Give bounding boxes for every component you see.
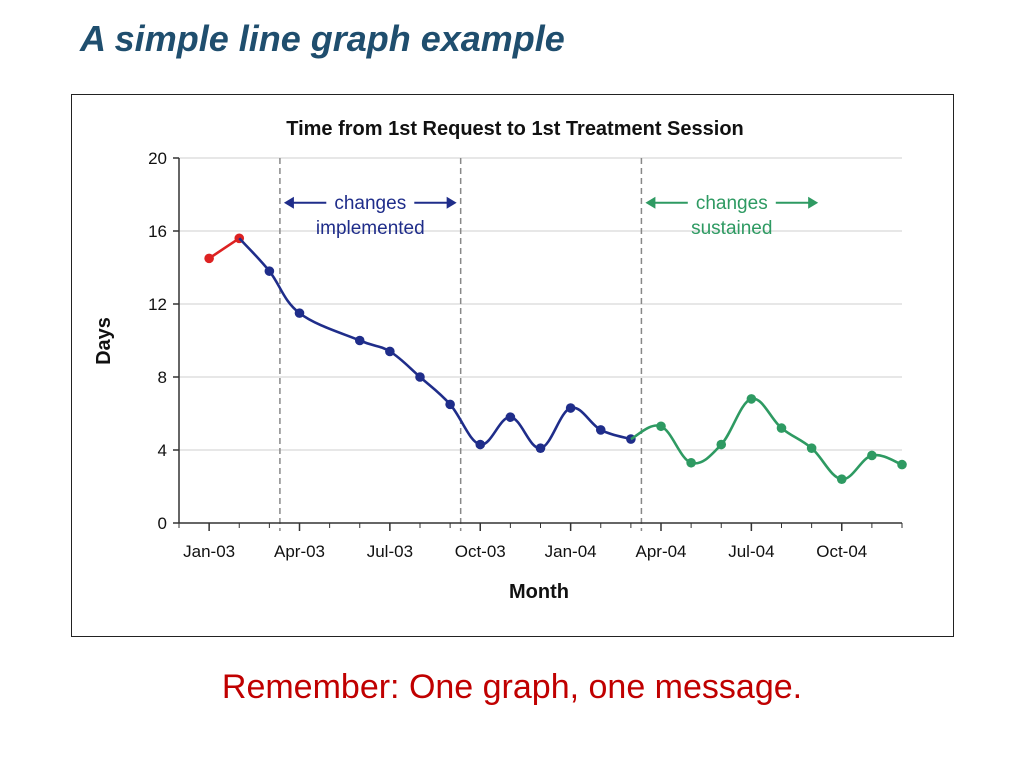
data-point-sustained	[746, 394, 757, 404]
x-tick-label: Jan-03	[183, 542, 235, 561]
data-point-sustained	[716, 439, 727, 450]
x-tick-label: Jan-04	[545, 542, 597, 561]
data-point-implemented	[535, 443, 546, 453]
x-tick-label: Oct-03	[455, 542, 506, 561]
series-layer	[204, 233, 907, 485]
chart-title: Time from 1st Request to 1st Treatment S…	[286, 118, 744, 140]
data-point-implemented	[415, 372, 425, 382]
y-tick-label: 0	[158, 514, 167, 533]
y-tick-label: 4	[158, 441, 167, 460]
data-point-sustained	[867, 450, 877, 461]
data-point-implemented	[294, 308, 305, 318]
y-tick-label: 20	[148, 149, 167, 168]
data-point-sustained	[686, 457, 696, 468]
y-tick-label: 16	[148, 222, 167, 241]
annotation-line-1: changes	[334, 193, 406, 214]
arrowhead-right-icon	[808, 196, 819, 209]
data-point-implemented	[565, 403, 576, 413]
slide-title: A simple line graph example	[80, 18, 565, 59]
series-line-implemented	[238, 237, 632, 450]
data-point-sustained	[806, 443, 817, 453]
annotation-line-2: implemented	[316, 218, 425, 239]
footer-message: Remember: One graph, one message.	[221, 668, 803, 706]
y-tick-label: 8	[158, 368, 167, 387]
annotation-line-2: sustained	[691, 218, 772, 239]
series-line-sustained	[630, 397, 903, 481]
data-point-implemented	[475, 439, 486, 450]
annotation-implemented: changes implemented	[283, 193, 457, 239]
x-tick-label: Apr-04	[635, 542, 686, 561]
grid-layer	[179, 157, 902, 451]
data-point-implemented	[385, 346, 395, 357]
data-point-implemented	[445, 399, 455, 410]
arrowhead-right-icon	[446, 196, 457, 209]
y-tick-label: 12	[148, 295, 167, 314]
data-point-sustained	[776, 423, 787, 433]
x-tick-label: Apr-03	[274, 542, 325, 561]
x-tick-label: Jul-03	[367, 542, 413, 561]
y-axis-title: Days	[93, 317, 115, 365]
series-line-baseline	[208, 237, 240, 260]
data-point-implemented	[264, 266, 275, 276]
x-tick-label: Jul-04	[728, 542, 774, 561]
data-point-sustained	[836, 474, 847, 485]
annotation-line-1: changes	[696, 193, 768, 214]
data-point-sustained	[897, 459, 907, 470]
data-point-implemented	[354, 335, 365, 346]
annotation-sustained: changes sustained	[645, 193, 819, 239]
axes: 0 4 8 12 16 20 Jan-03 Apr-03 Jul-03 Oct-03 Jan-04 A…	[148, 149, 903, 561]
arrowhead-left-icon	[283, 196, 294, 209]
line-chart: Time from 1st Request to 1st Treatment S…	[93, 118, 907, 603]
chart-frame: Time from 1st Request to 1st Treatment S…	[71, 94, 954, 637]
data-point-baseline	[204, 253, 214, 264]
x-tick-label: Oct-04	[816, 542, 867, 561]
annotations: changes implemented changes sustained	[283, 193, 819, 239]
data-point-sustained	[656, 421, 666, 432]
arrowhead-left-icon	[645, 196, 656, 209]
data-point-implemented	[595, 425, 606, 435]
phase-lines	[279, 158, 643, 531]
data-point-implemented	[505, 412, 516, 422]
x-axis-title: Month	[509, 581, 569, 603]
